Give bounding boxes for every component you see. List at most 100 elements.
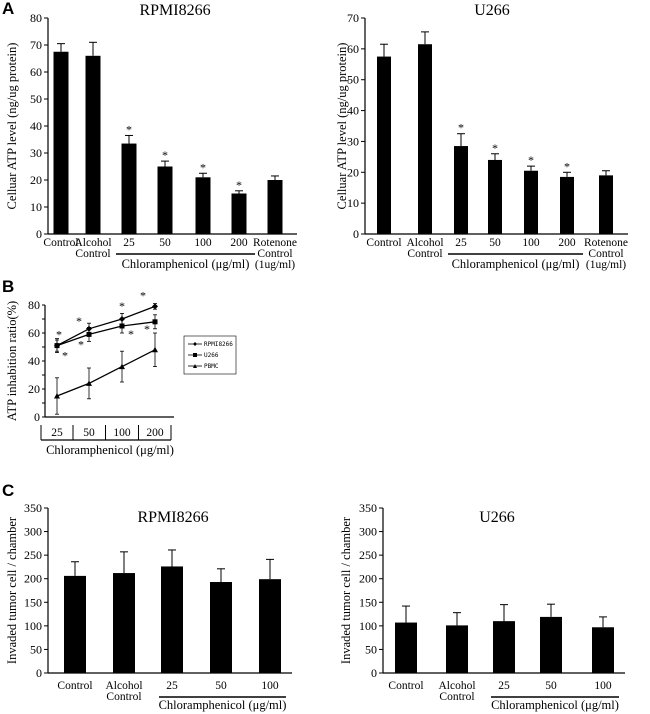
y-tick-label: 50: [347, 73, 359, 87]
y-tick-label: 150: [24, 595, 42, 609]
significance-marker: *: [128, 327, 134, 341]
y-tick-label: 0: [353, 227, 359, 241]
significance-marker: *: [78, 337, 84, 351]
y-tick-label: 0: [34, 410, 40, 424]
significance-marker: *: [144, 322, 150, 336]
bar: [161, 566, 183, 673]
category-label: 25: [498, 680, 510, 692]
panel-label-c: C: [2, 481, 14, 500]
category-label-line2: Control: [106, 691, 141, 703]
y-tick-label: 80: [30, 11, 42, 25]
legend-entry-label: U266: [204, 352, 219, 359]
panel-label-b: B: [2, 277, 14, 296]
x-axis-label: Chloramphenicol (μg/ml): [46, 443, 174, 457]
category-label-line2: Control: [407, 248, 442, 260]
category-label: Control: [43, 237, 78, 249]
category-label-line2: Control: [439, 691, 474, 703]
x-tick-label: 50: [83, 427, 95, 439]
chart-a-u266: U266 0 10 20 30 40 50 60 70 Celluar ATP level (ng…: [335, 2, 628, 271]
bar: [53, 51, 69, 234]
significance-marker: *: [126, 122, 132, 136]
y-tick-label: 10: [30, 200, 42, 214]
data-point-triangle: [119, 363, 125, 370]
bar: [231, 193, 247, 234]
y-tick-label: 80: [28, 298, 40, 312]
y-tick-label: 200: [359, 572, 377, 586]
data-point-diamond: [152, 303, 158, 310]
group-label: Chloramphenicol (μg/ml): [159, 698, 287, 712]
y-tick-label: 20: [28, 382, 40, 396]
significance-marker: *: [492, 141, 498, 155]
y-tick-label: 40: [28, 354, 40, 368]
category-label: 50: [215, 680, 227, 692]
category-label: 100: [594, 680, 612, 692]
significance-marker: *: [62, 349, 68, 363]
y-tick-label: 40: [347, 104, 359, 118]
y-tick-label: 70: [30, 38, 42, 52]
y-axis-label: Celluar ATP level (ng/ug protein): [5, 43, 19, 210]
category-label: 200: [230, 237, 248, 249]
y-tick-label: 0: [36, 227, 42, 241]
chart-title: U266: [479, 509, 515, 526]
legend-marker-square: [193, 353, 197, 357]
chart-b-inhibition: 0 20 40 60 80 ATP inhabition ratio(%) 25 50 100 2…: [5, 288, 237, 457]
y-tick-label: 30: [30, 146, 42, 160]
y-axis-label: ATP inhabition ratio(%): [5, 301, 19, 421]
y-tick-label: 250: [24, 548, 42, 562]
y-tick-label: 300: [24, 525, 42, 539]
significance-marker: *: [119, 299, 125, 313]
y-tick-label: 10: [347, 196, 359, 210]
category-label-line2: Control: [257, 248, 292, 260]
y-tick-label: 20: [30, 173, 42, 187]
bar: [259, 579, 281, 673]
bar: [157, 166, 173, 234]
bar: [560, 176, 574, 234]
legend-entry-label: RPMI8266: [204, 341, 233, 348]
y-tick-label: 60: [28, 326, 40, 340]
x-tick-label: 100: [113, 427, 131, 439]
data-point-square: [152, 319, 158, 325]
category-label: 50: [489, 237, 501, 249]
bar: [377, 56, 391, 235]
data-point-triangle: [152, 346, 158, 353]
group-label: Chloramphenicol (μg/ml): [122, 257, 250, 271]
significance-marker: *: [528, 153, 534, 167]
significance-marker: *: [236, 178, 242, 192]
x-tick-label: 25: [51, 427, 63, 439]
category-label: 100: [522, 237, 540, 249]
category-label: 25: [455, 237, 467, 249]
bar: [85, 55, 101, 234]
category-label: Control: [388, 680, 423, 692]
category-label: Control: [366, 237, 401, 249]
bar: [524, 170, 538, 234]
category-label: Rotenone: [253, 237, 297, 249]
category-label: 50: [545, 680, 557, 692]
bar: [195, 177, 211, 234]
legend-marker-triangle: [193, 364, 197, 368]
y-tick-label: 0: [36, 666, 42, 680]
y-tick-label: 0: [371, 666, 377, 680]
bar: [64, 575, 86, 673]
y-tick-label: 250: [359, 548, 377, 562]
x-tick-label: 200: [146, 427, 164, 439]
y-tick-label: 50: [365, 642, 377, 656]
category-label: Alcohol: [74, 237, 111, 249]
category-label-line3: (1ug/ml): [255, 259, 295, 271]
bar: [121, 143, 137, 234]
bar: [488, 159, 502, 234]
data-point-square: [86, 331, 92, 337]
bar: [395, 622, 417, 673]
category-label-line3: (1ug/ml): [586, 259, 626, 271]
chart-title: RPMI8266: [139, 2, 210, 19]
y-tick-label: 60: [347, 42, 359, 56]
category-label: Alcohol: [438, 680, 475, 692]
category-label: Alcohol: [105, 680, 142, 692]
y-tick-label: 70: [347, 11, 359, 25]
y-tick-label: 150: [359, 595, 377, 609]
legend-box: [183, 335, 237, 375]
chart-c-rpmi8266: RPMI8266 0 50 100 150 200 250 300 350 Invaded tum…: [5, 501, 292, 712]
y-tick-label: 40: [30, 119, 42, 133]
bar: [592, 627, 614, 673]
category-label: Rotenone: [584, 237, 628, 249]
